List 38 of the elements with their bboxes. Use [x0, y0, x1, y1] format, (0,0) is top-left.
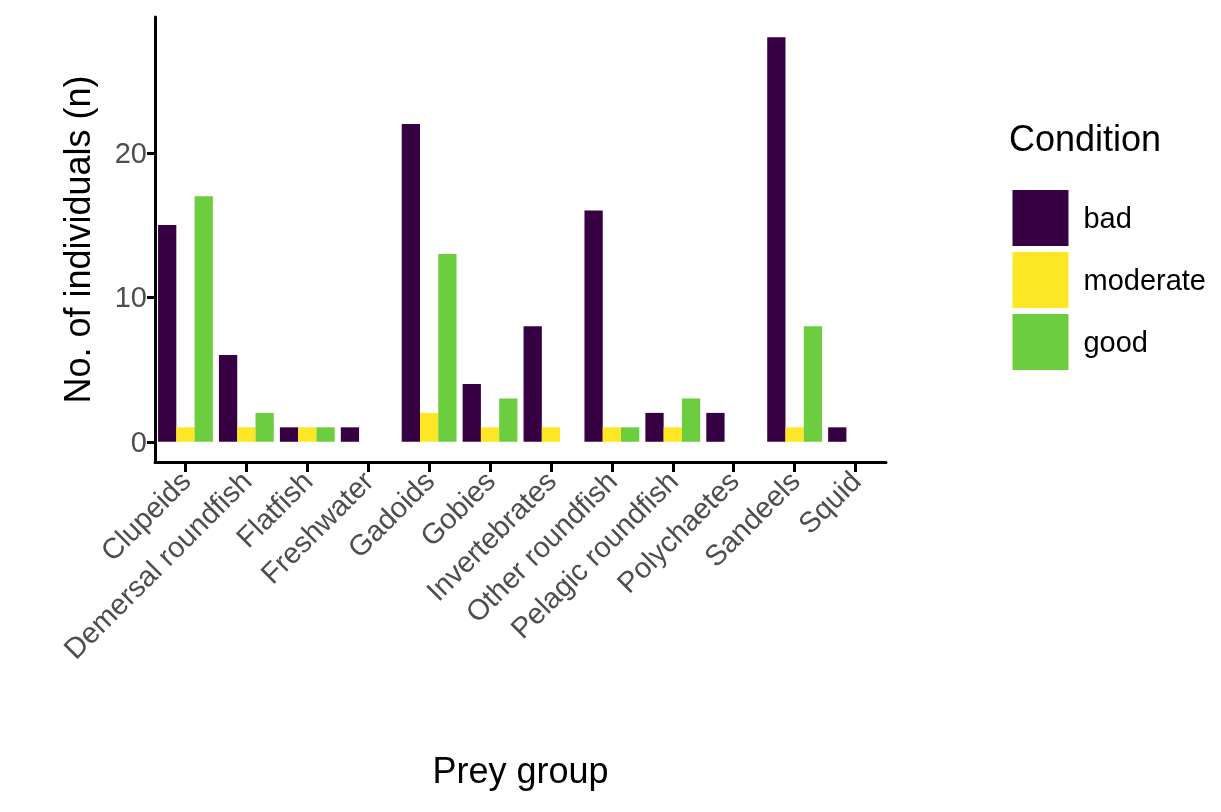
bar	[237, 427, 256, 442]
bar	[438, 253, 457, 442]
bar	[298, 427, 317, 442]
bar	[706, 412, 725, 442]
bar	[523, 326, 542, 442]
y-tick-label: 0	[130, 425, 147, 458]
bar	[255, 412, 274, 442]
bar	[541, 427, 561, 442]
bar	[218, 355, 238, 442]
bar	[194, 196, 213, 442]
bar	[340, 427, 360, 442]
bar	[803, 326, 823, 442]
bar	[767, 37, 786, 442]
y-axis-title: No. of individuals (n)	[56, 75, 98, 404]
legend-label: good	[1083, 326, 1148, 358]
y-tick-label: 10	[114, 281, 147, 314]
bar	[316, 427, 335, 442]
legend-title: Condition	[1008, 117, 1162, 159]
legend-label: moderate	[1083, 264, 1206, 296]
bar	[602, 427, 622, 442]
bar	[279, 427, 299, 442]
bar	[645, 412, 664, 442]
bar	[401, 123, 420, 442]
bar	[681, 398, 701, 442]
bar	[584, 210, 603, 442]
bar	[462, 383, 481, 442]
bar	[621, 427, 640, 442]
bar	[499, 398, 518, 442]
y-tick-label: 20	[114, 136, 147, 169]
bar	[785, 427, 804, 442]
bar	[663, 427, 682, 442]
bar	[828, 427, 847, 442]
legend-label: bad	[1083, 202, 1132, 234]
bar	[176, 427, 195, 442]
bar	[419, 412, 439, 442]
x-axis-title: Prey group	[432, 749, 609, 791]
bar	[158, 225, 177, 442]
bar	[480, 427, 500, 442]
